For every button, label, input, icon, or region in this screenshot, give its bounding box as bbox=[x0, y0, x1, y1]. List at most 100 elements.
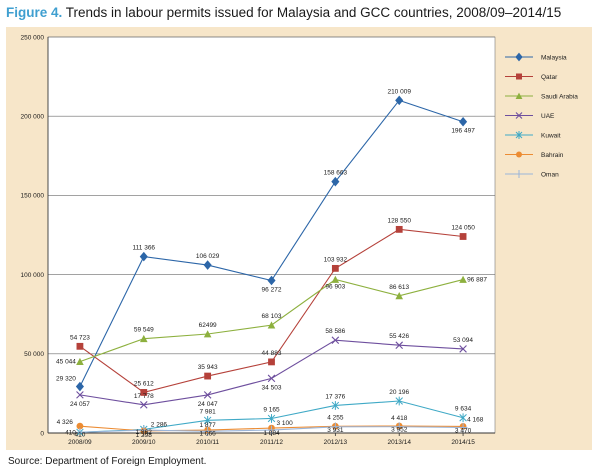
series-qatar bbox=[76, 225, 467, 396]
data-label-bahrain: 1 877 bbox=[200, 422, 217, 429]
data-label-saudi-arabia: 68 103 bbox=[262, 313, 282, 320]
x-tick-label: 2010/11 bbox=[196, 439, 219, 446]
x-tick-label: 2008/09 bbox=[68, 439, 92, 446]
series-oman bbox=[75, 422, 468, 437]
data-label-kuwait: 7 981 bbox=[200, 408, 217, 415]
data-label-kuwait: 17 376 bbox=[325, 393, 345, 400]
data-point-saudi-arabia bbox=[76, 357, 84, 366]
y-tick-label: 200 000 bbox=[21, 114, 45, 121]
legend-label-bahrain: Bahrain bbox=[541, 152, 564, 159]
data-point-oman bbox=[330, 422, 340, 432]
data-label-qatar: 124 050 bbox=[451, 225, 475, 232]
data-label-bahrain: 4 168 bbox=[467, 416, 484, 423]
data-label-bahrain: 4 255 bbox=[327, 414, 344, 421]
data-point-uae bbox=[203, 391, 212, 399]
data-point-malaysia bbox=[395, 95, 404, 106]
legend-label-saudi-arabia: Saudi Arabia bbox=[541, 93, 578, 100]
source-note: Source: Department of Foreign Employment… bbox=[8, 456, 207, 467]
legend-marker-oman bbox=[515, 170, 523, 178]
data-point-saudi-arabia bbox=[395, 292, 404, 300]
data-label-oman: 410 bbox=[74, 431, 85, 438]
data-point-uae-stroke bbox=[459, 345, 467, 353]
data-point-qatar bbox=[76, 342, 84, 350]
data-label-qatar: 44 883 bbox=[262, 350, 282, 357]
data-point-uae bbox=[139, 401, 148, 409]
data-label-kuwait: 2 286 bbox=[151, 421, 168, 428]
y-tick-label: 0 bbox=[40, 430, 44, 437]
data-point-malaysia bbox=[331, 176, 340, 187]
data-label-kuwait: 9 165 bbox=[263, 406, 280, 413]
data-point-oman bbox=[394, 422, 404, 432]
data-point-kuwait bbox=[331, 401, 340, 410]
data-label-bahrain: 4 326 bbox=[57, 419, 74, 426]
data-point-malaysia bbox=[75, 381, 84, 392]
legend-marker-saudi-arabia bbox=[515, 92, 523, 99]
data-point-qatar bbox=[204, 372, 212, 380]
data-point-oman bbox=[75, 427, 85, 437]
data-point-uae-stroke bbox=[395, 341, 404, 349]
data-label-qatar: 25 612 bbox=[134, 380, 154, 387]
y-tick-label: 250 000 bbox=[21, 34, 45, 41]
data-point-qatar bbox=[268, 358, 275, 366]
data-label-saudi-arabia: 96 903 bbox=[325, 284, 345, 291]
data-label-oman: 3 931 bbox=[327, 427, 344, 434]
x-tick-label: 2009/10 bbox=[132, 439, 156, 446]
data-label-oman: 3 470 bbox=[455, 428, 472, 435]
data-point-malaysia bbox=[139, 251, 148, 262]
data-point-oman bbox=[139, 425, 149, 435]
data-label-oman: 3 952 bbox=[391, 427, 408, 434]
data-point-uae bbox=[395, 341, 404, 349]
data-label-malaysia: 96 272 bbox=[262, 287, 282, 294]
data-label-kuwait: 410 bbox=[65, 429, 76, 436]
y-tick-label: 50 000 bbox=[24, 351, 44, 358]
data-point-qatar bbox=[459, 233, 467, 240]
legend-marker-uae bbox=[515, 112, 523, 119]
data-label-kuwait: 9 634 bbox=[455, 406, 472, 413]
data-point-uae-stroke bbox=[76, 391, 84, 399]
legend-label-qatar: Qatar bbox=[541, 74, 558, 81]
data-point-uae bbox=[76, 391, 84, 399]
line-chart: 0 50 000 100 000 150 000 200 000 250 000 2008/… bbox=[21, 34, 579, 446]
data-label-malaysia: 106 029 bbox=[196, 253, 220, 260]
legend-marker-malaysia bbox=[515, 52, 523, 62]
data-label-malaysia: 210 009 bbox=[387, 88, 411, 95]
data-label-saudi-arabia: 96 887 bbox=[467, 277, 487, 284]
data-point-saudi-arabia bbox=[267, 321, 276, 329]
x-tick-label: 2013/14 bbox=[387, 439, 411, 446]
legend-label-uae: UAE bbox=[541, 113, 555, 120]
legend-label-kuwait: Kuwait bbox=[541, 132, 561, 139]
data-point-uae bbox=[331, 336, 340, 344]
data-point-uae bbox=[267, 374, 276, 383]
figure-label: Figure 4. bbox=[6, 5, 63, 20]
data-point-saudi-arabia bbox=[331, 275, 340, 283]
data-label-saudi-arabia: 59 549 bbox=[134, 327, 154, 334]
data-point-saudi-arabia bbox=[459, 275, 467, 283]
data-label-qatar: 35 943 bbox=[198, 364, 218, 371]
x-tick-label: 2012/13 bbox=[324, 439, 348, 446]
data-label-bahrain: 1 298 bbox=[136, 432, 153, 439]
data-point-uae-stroke bbox=[331, 336, 340, 344]
legend-label-oman: Oman bbox=[541, 171, 559, 178]
data-label-saudi-arabia: 45 044 bbox=[56, 359, 76, 366]
data-point-oman bbox=[203, 426, 213, 436]
data-label-bahrain: 3 100 bbox=[277, 420, 294, 427]
x-tick-label: 2014/15 bbox=[451, 439, 475, 446]
data-point-uae-stroke bbox=[203, 391, 212, 399]
legend-marker-bahrain bbox=[516, 151, 522, 158]
data-label-uae: 24 047 bbox=[198, 401, 218, 408]
data-label-uae: 58 586 bbox=[325, 328, 345, 335]
data-point-kuwait bbox=[203, 415, 212, 425]
series-uae bbox=[76, 336, 467, 409]
data-label-qatar: 54 723 bbox=[70, 334, 90, 341]
data-label-saudi-arabia: 86 613 bbox=[389, 284, 409, 291]
data-point-uae bbox=[459, 345, 467, 353]
data-point-malaysia bbox=[267, 275, 276, 286]
data-label-malaysia: 29 320 bbox=[56, 376, 76, 383]
data-point-qatar bbox=[331, 264, 339, 272]
chart-panel: 0 50 000 100 000 150 000 200 000 250 000 2008/… bbox=[6, 27, 592, 450]
data-point-qatar bbox=[140, 389, 148, 396]
data-point-bahrain bbox=[76, 422, 84, 430]
data-point-kuwait bbox=[459, 413, 467, 423]
x-tick-label: 2011/12 bbox=[260, 439, 283, 446]
data-point-kuwait bbox=[395, 396, 403, 406]
